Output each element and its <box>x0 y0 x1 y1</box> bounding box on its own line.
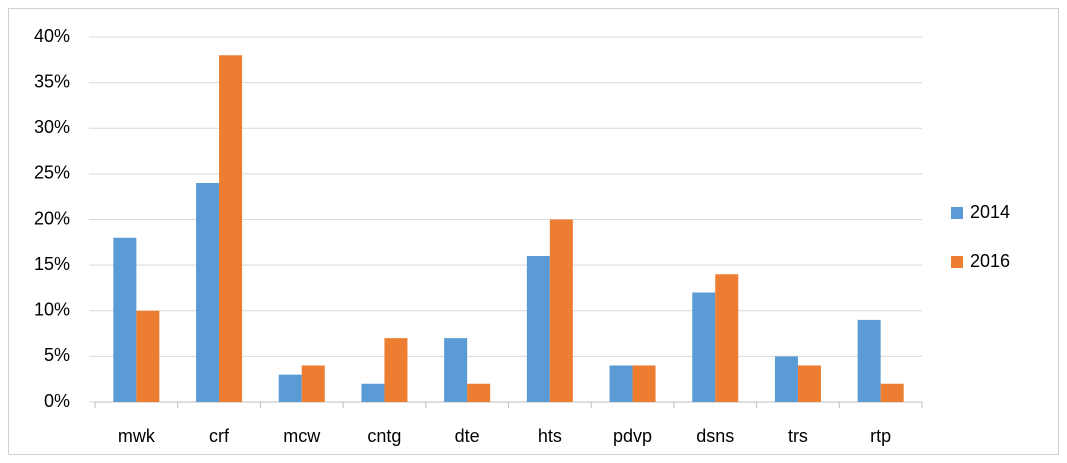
bar <box>549 219 573 402</box>
bar <box>797 365 821 402</box>
x-tick-label: pdvp <box>613 426 652 446</box>
y-tick-label: 0% <box>44 391 70 411</box>
x-tick-label: cntg <box>367 426 401 446</box>
x-tick-label: trs <box>788 426 808 446</box>
y-tick-label: 20% <box>34 208 70 228</box>
bar <box>857 319 881 402</box>
x-tick-label: dte <box>455 426 480 446</box>
legend-swatch <box>951 207 963 219</box>
bar <box>113 237 137 402</box>
y-tick-label: 25% <box>34 163 70 183</box>
legend-label: 2016 <box>970 251 1010 271</box>
y-tick-label: 15% <box>34 254 70 274</box>
bar <box>632 365 656 402</box>
bar <box>774 356 798 402</box>
bar <box>467 383 491 402</box>
bar <box>301 365 325 402</box>
bar <box>444 338 468 402</box>
bar <box>880 383 904 402</box>
x-tick-label: rtp <box>870 426 891 446</box>
bar <box>196 183 220 402</box>
bar <box>715 274 739 402</box>
bar <box>526 256 550 402</box>
bar <box>278 374 302 402</box>
bar <box>136 310 160 402</box>
x-tick-label: mcw <box>283 426 321 446</box>
y-tick-label: 5% <box>44 345 70 365</box>
y-tick-label: 35% <box>34 71 70 91</box>
y-tick-label: 30% <box>34 117 70 137</box>
bar <box>384 338 408 402</box>
x-tick-label: mwk <box>118 426 156 446</box>
bar <box>692 292 716 402</box>
legend-label: 2014 <box>970 202 1010 222</box>
y-tick-label: 10% <box>34 300 70 320</box>
bar <box>361 383 385 402</box>
x-tick-label: dsns <box>696 426 734 446</box>
y-tick-label: 40% <box>34 26 70 46</box>
legend-swatch <box>951 256 963 268</box>
bar <box>219 55 243 402</box>
bar <box>609 365 633 402</box>
x-tick-label: crf <box>209 426 230 446</box>
x-tick-label: hts <box>538 426 562 446</box>
